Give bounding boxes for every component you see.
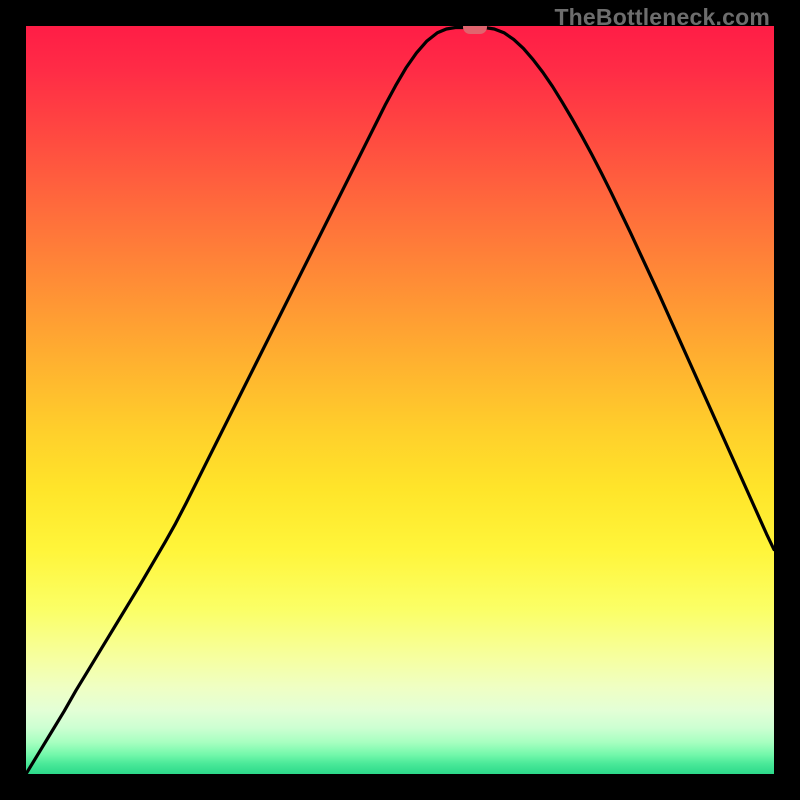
- plot-area: [26, 26, 774, 774]
- optimum-marker: [463, 26, 487, 34]
- chart-frame: TheBottleneck.com: [0, 0, 800, 800]
- bottleneck-curve: [26, 26, 774, 774]
